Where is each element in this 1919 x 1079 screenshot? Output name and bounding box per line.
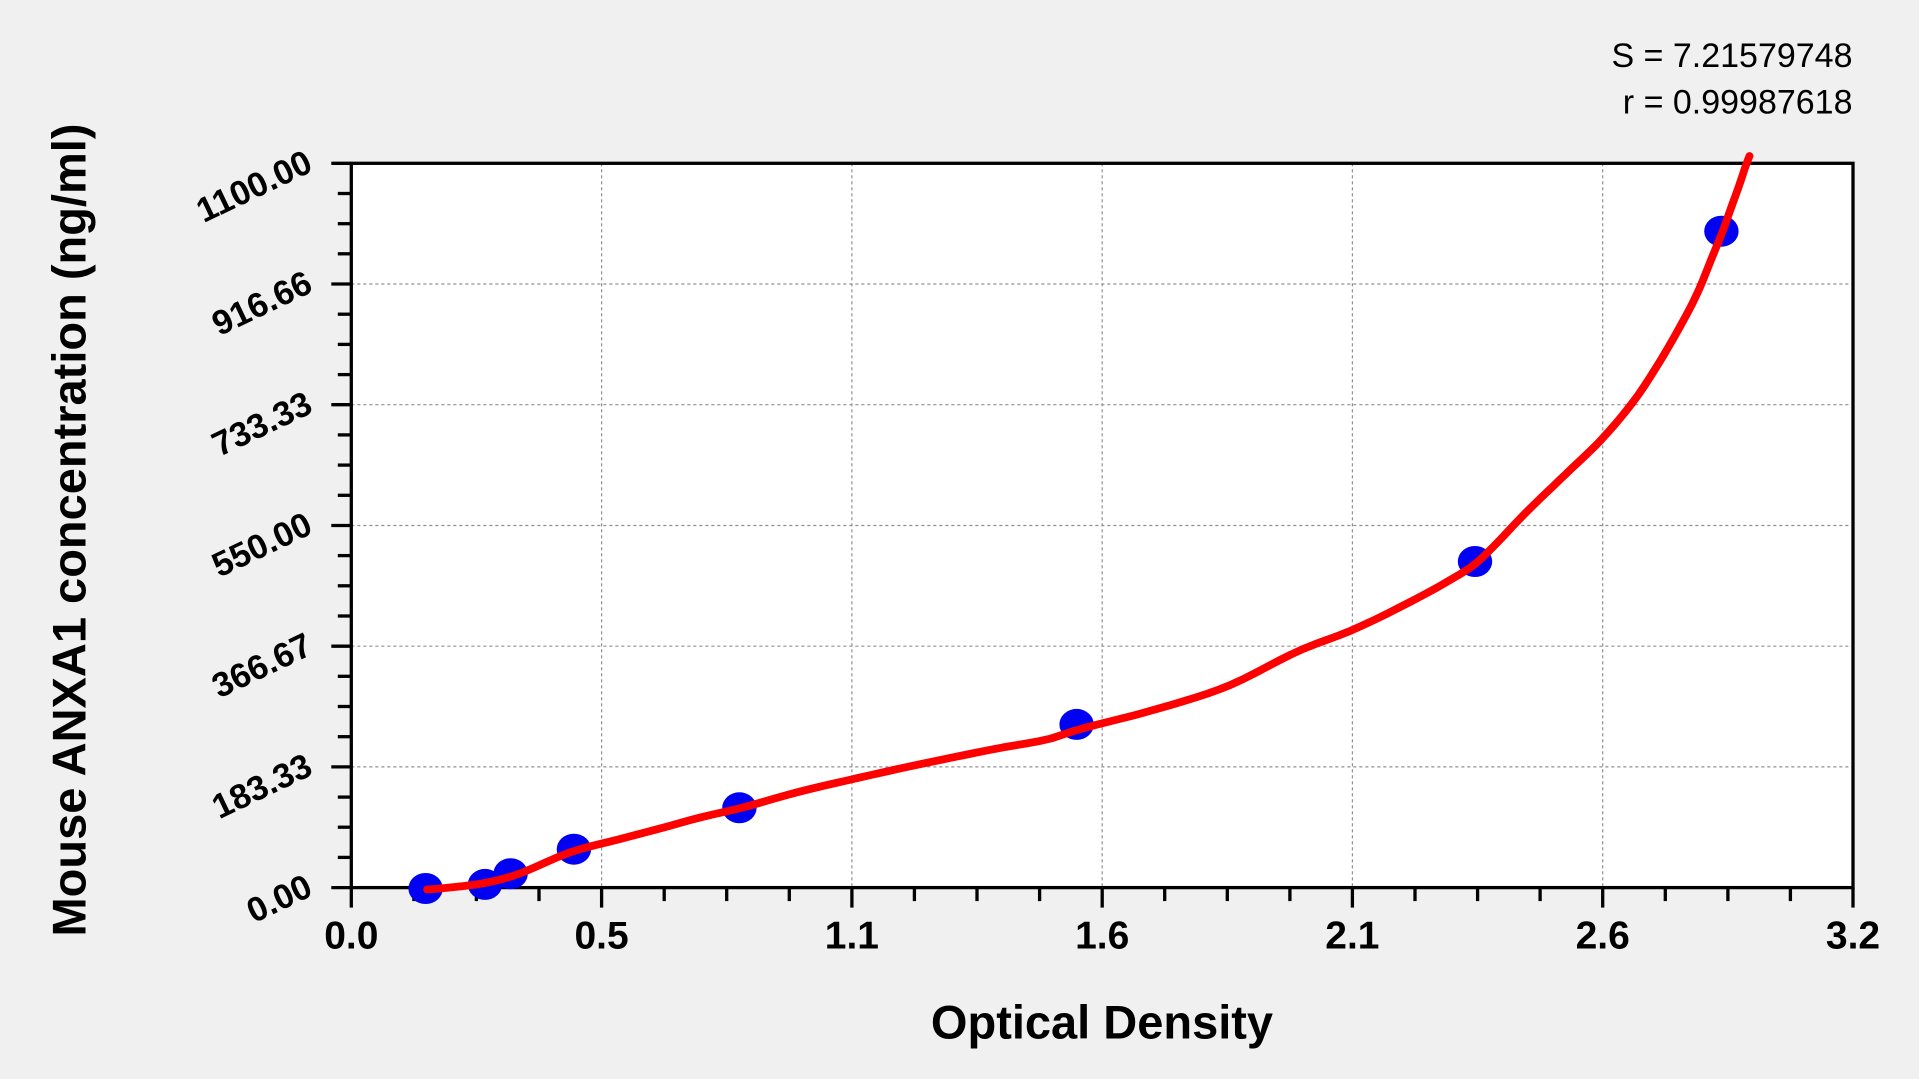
svg-text:1.6: 1.6 [1075,915,1129,958]
svg-text:Optical Density: Optical Density [931,996,1273,1049]
svg-text:1.1: 1.1 [825,915,879,958]
svg-text:0.5: 0.5 [574,915,628,958]
svg-text:2.1: 2.1 [1325,915,1379,958]
svg-text:Mouse ANXA1 concentration (ng/: Mouse ANXA1 concentration (ng/ml) [43,124,96,937]
svg-text:3.2: 3.2 [1826,915,1880,958]
svg-text:2.6: 2.6 [1576,915,1630,958]
svg-text:0.0: 0.0 [324,915,378,958]
svg-text:r = 0.99987618: r = 0.99987618 [1623,83,1853,121]
svg-text:S = 7.21579748: S = 7.21579748 [1611,37,1852,75]
